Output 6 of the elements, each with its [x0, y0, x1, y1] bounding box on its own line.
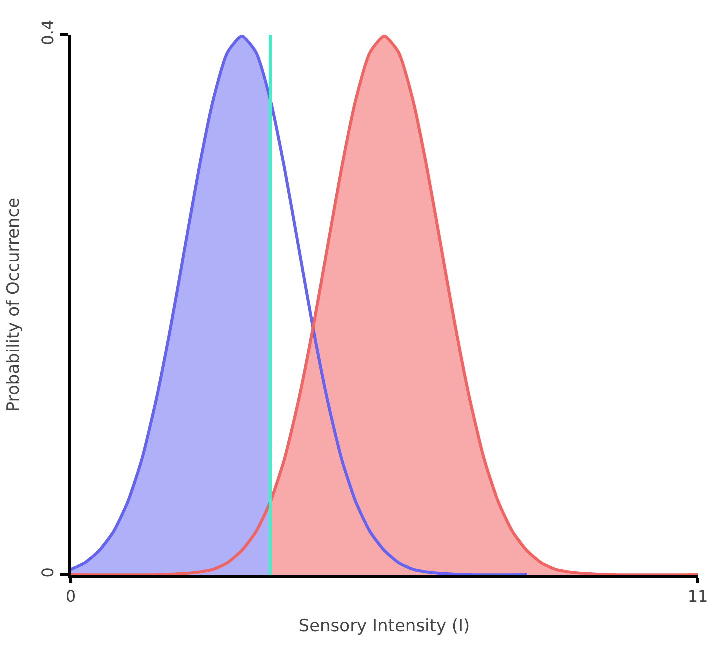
y-axis-title: Probability of Occurrence — [4, 198, 24, 412]
line-series — [71, 35, 698, 575]
x-tick-label: 11 — [688, 587, 708, 606]
y-tick-label: 0.4 — [38, 20, 58, 46]
line-series — [71, 35, 528, 575]
x-axis-title: Sensory Intensity (I) — [298, 616, 470, 637]
